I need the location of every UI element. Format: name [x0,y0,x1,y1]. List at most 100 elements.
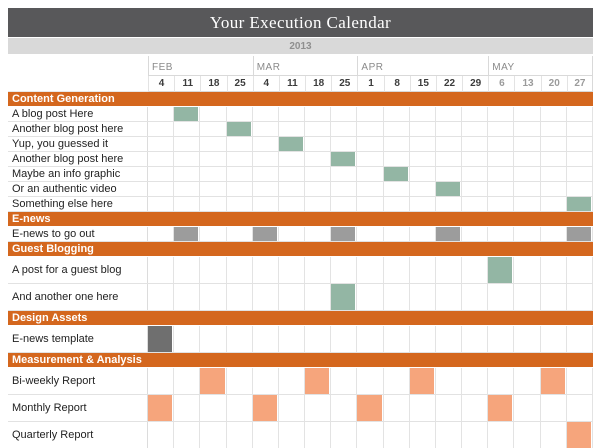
week-cell[interactable] [200,395,227,421]
week-cell[interactable] [253,422,279,448]
week-cell[interactable] [410,227,436,241]
week-cell[interactable] [227,227,253,241]
week-cell[interactable] [410,182,436,196]
week-cell[interactable] [331,197,358,211]
week-cell[interactable] [227,137,253,151]
week-cell[interactable] [305,182,332,196]
week-cell[interactable] [226,122,253,136]
week-cell[interactable] [514,326,541,352]
task-label[interactable]: Another blog post here [8,152,148,166]
week-cell[interactable] [148,422,175,448]
week-cell[interactable] [384,182,410,196]
week-cell[interactable] [567,137,593,151]
week-cell[interactable] [253,137,279,151]
week-cell[interactable] [305,197,332,211]
week-cell[interactable] [148,122,175,136]
week-cell[interactable] [436,395,463,421]
week-cell[interactable] [410,284,436,310]
scheduled-cell[interactable] [148,395,173,421]
task-label[interactable]: A blog post Here [8,107,148,121]
week-cell[interactable] [488,167,515,181]
task-label[interactable]: Monthly Report [8,395,148,421]
week-cell[interactable] [174,422,201,448]
week-cell[interactable] [174,107,201,121]
week-cell[interactable] [541,197,567,211]
week-cell[interactable] [305,257,332,283]
week-cell[interactable] [357,422,384,448]
week-cell[interactable] [305,122,332,136]
week-cell[interactable] [253,326,279,352]
week-cell[interactable] [200,368,227,394]
week-cell[interactable] [331,107,358,121]
week-cell[interactable] [331,257,358,283]
week-cell[interactable] [174,284,201,310]
scheduled-cell[interactable] [435,227,461,241]
week-cell[interactable] [567,182,593,196]
week-cell[interactable] [462,152,489,166]
week-cell[interactable] [148,107,175,121]
week-cell[interactable] [331,326,358,352]
week-cell[interactable] [305,326,332,352]
week-cell[interactable] [357,152,384,166]
week-cell[interactable] [305,137,332,151]
week-cell[interactable] [253,167,279,181]
scheduled-cell[interactable] [383,167,408,181]
week-cell[interactable] [357,227,384,241]
week-cell[interactable] [462,167,489,181]
scheduled-cell[interactable] [566,227,591,241]
week-cell[interactable] [436,284,463,310]
week-cell[interactable] [488,326,515,352]
week-cell[interactable] [566,422,593,448]
week-cell[interactable] [148,284,175,310]
week-cell[interactable] [514,107,541,121]
week-cell[interactable] [357,182,384,196]
task-label[interactable]: A post for a guest blog [8,257,148,283]
week-cell[interactable] [279,257,306,283]
task-label[interactable]: E-news template [8,326,148,352]
week-cell[interactable] [436,197,463,211]
week-cell[interactable] [488,152,515,166]
week-cell[interactable] [436,152,463,166]
week-cell[interactable] [174,227,201,241]
week-cell[interactable] [174,167,201,181]
week-cell[interactable] [357,122,384,136]
week-cell[interactable] [252,227,279,241]
week-cell[interactable] [227,422,253,448]
week-cell[interactable] [436,107,463,121]
week-cell[interactable] [279,197,306,211]
week-cell[interactable] [253,257,279,283]
week-cell[interactable] [462,182,489,196]
week-cell[interactable] [488,368,515,394]
week-cell[interactable] [279,107,306,121]
week-cell[interactable] [488,422,515,448]
week-cell[interactable] [488,122,515,136]
week-cell[interactable] [514,137,541,151]
week-cell[interactable] [488,257,515,283]
week-cell[interactable] [252,395,279,421]
week-cell[interactable] [541,182,567,196]
week-cell[interactable] [148,152,175,166]
week-cell[interactable] [436,368,463,394]
week-cell[interactable] [384,107,410,121]
week-cell[interactable] [357,107,384,121]
week-cell[interactable] [567,368,593,394]
week-cell[interactable] [305,284,332,310]
week-cell[interactable] [541,422,567,448]
week-cell[interactable] [488,284,515,310]
scheduled-cell[interactable] [331,152,356,166]
week-cell[interactable] [174,137,201,151]
week-cell[interactable] [541,167,567,181]
week-cell[interactable] [409,368,436,394]
week-cell[interactable] [541,284,567,310]
week-cell[interactable] [462,107,489,121]
week-cell[interactable] [514,122,541,136]
task-label[interactable]: Quarterly Report [8,422,148,448]
week-cell[interactable] [357,326,384,352]
week-cell[interactable] [540,368,567,394]
week-cell[interactable] [227,395,253,421]
week-cell[interactable] [174,122,201,136]
scheduled-cell[interactable] [488,395,513,421]
week-cell[interactable] [227,152,253,166]
scheduled-cell[interactable] [331,227,356,241]
week-cell[interactable] [305,152,332,166]
